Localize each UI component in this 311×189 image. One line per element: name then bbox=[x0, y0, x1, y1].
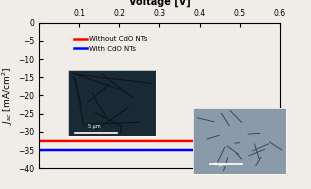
With CdO NTs bbox=[37, 149, 41, 151]
X-axis label: Voltage [V]: Voltage [V] bbox=[128, 0, 190, 7]
Without CdO NTs bbox=[286, 140, 290, 142]
Without CdO NTs bbox=[157, 140, 160, 142]
With CdO NTs bbox=[241, 149, 245, 151]
Text: 4 μm: 4 μm bbox=[215, 162, 227, 167]
Y-axis label: $J_{sc}$ [mA/cm$^2$]: $J_{sc}$ [mA/cm$^2$] bbox=[1, 66, 15, 125]
With CdO NTs bbox=[185, 149, 189, 151]
Without CdO NTs bbox=[241, 140, 245, 142]
With CdO NTs bbox=[286, 149, 290, 151]
Legend: Without CdO NTs, With CdO NTs: Without CdO NTs, With CdO NTs bbox=[71, 33, 151, 54]
Without CdO NTs bbox=[155, 140, 159, 142]
With CdO NTs bbox=[157, 149, 160, 151]
Without CdO NTs bbox=[280, 140, 284, 142]
With CdO NTs bbox=[172, 149, 175, 151]
Without CdO NTs bbox=[172, 140, 175, 142]
With CdO NTs bbox=[155, 149, 159, 151]
Text: 5 μm: 5 μm bbox=[88, 124, 101, 129]
With CdO NTs bbox=[280, 149, 284, 151]
Without CdO NTs bbox=[37, 140, 41, 142]
Without CdO NTs bbox=[185, 140, 189, 142]
